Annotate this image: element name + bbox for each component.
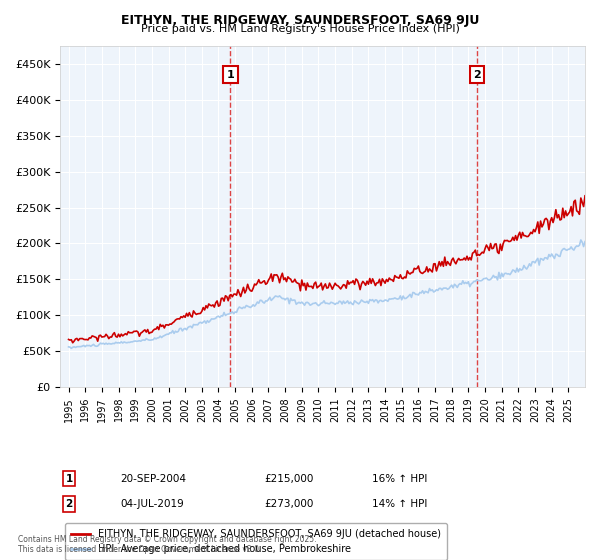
Text: £215,000: £215,000 — [264, 474, 313, 484]
Text: 1: 1 — [227, 70, 235, 80]
Text: Contains HM Land Registry data © Crown copyright and database right 2025.
This d: Contains HM Land Registry data © Crown c… — [18, 535, 317, 554]
Text: EITHYN, THE RIDGEWAY, SAUNDERSFOOT, SA69 9JU: EITHYN, THE RIDGEWAY, SAUNDERSFOOT, SA69… — [121, 14, 479, 27]
Text: 2: 2 — [473, 70, 481, 80]
Text: 20-SEP-2004: 20-SEP-2004 — [120, 474, 186, 484]
Text: Price paid vs. HM Land Registry's House Price Index (HPI): Price paid vs. HM Land Registry's House … — [140, 24, 460, 34]
Text: 04-JUL-2019: 04-JUL-2019 — [120, 499, 184, 509]
Text: 14% ↑ HPI: 14% ↑ HPI — [372, 499, 427, 509]
Legend: EITHYN, THE RIDGEWAY, SAUNDERSFOOT, SA69 9JU (detached house), HPI: Average pric: EITHYN, THE RIDGEWAY, SAUNDERSFOOT, SA69… — [65, 524, 447, 560]
Text: £273,000: £273,000 — [264, 499, 313, 509]
Text: 16% ↑ HPI: 16% ↑ HPI — [372, 474, 427, 484]
Text: 2: 2 — [65, 499, 73, 509]
Text: 1: 1 — [65, 474, 73, 484]
